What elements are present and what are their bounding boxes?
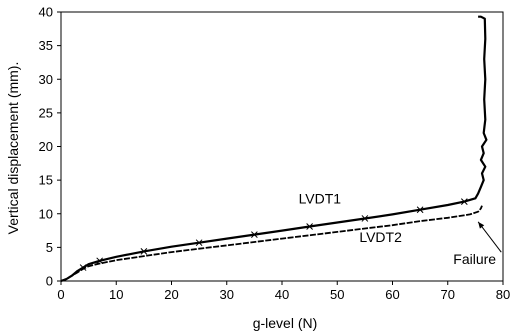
data-point (460, 198, 468, 205)
x-tick-label: 60 (385, 287, 399, 302)
y-tick-label: 10 (39, 206, 53, 221)
annotation-label: LVDT2 (359, 229, 402, 245)
series-line-lvdt2 (60, 205, 483, 282)
y-tick-label: 20 (39, 139, 53, 154)
x-tick-label: 20 (164, 287, 178, 302)
annotation-label: Failure (453, 251, 496, 267)
y-axis-title: Vertical displacement (mm). (5, 62, 21, 235)
x-axis-title: g-level (N) (253, 315, 318, 331)
x-tick-label: 30 (220, 287, 234, 302)
data-point (306, 223, 313, 230)
failure-arrowhead (478, 221, 485, 229)
x-tick-label: 40 (275, 287, 289, 302)
y-tick-label: 0 (46, 274, 53, 289)
data-point (96, 257, 104, 265)
y-tick-label: 5 (46, 240, 53, 255)
x-axis-ticks: 0 10 20 30 40 50 60 70 80 (57, 281, 510, 302)
data-point (251, 231, 258, 238)
annotation-layer: LVDT1 LVDT2 Failure (299, 191, 502, 267)
y-tick-label: 15 (39, 173, 53, 188)
plot-frame (60, 11, 504, 282)
x-tick-label: 50 (330, 287, 344, 302)
data-point (195, 239, 203, 247)
data-point (140, 248, 148, 255)
y-tick-label: 35 (39, 38, 53, 53)
x-tick-label: 80 (496, 287, 510, 302)
x-tick-label: 0 (57, 287, 64, 302)
series-layer (60, 15, 488, 283)
x-tick-label: 70 (441, 287, 455, 302)
data-point (361, 215, 369, 222)
x-tick-label: 10 (109, 287, 123, 302)
plot-area (60, 11, 504, 282)
annotation-label: LVDT1 (299, 191, 342, 207)
y-tick-label: 40 (39, 5, 53, 20)
series-line-lvdt1 (60, 15, 488, 283)
data-point (416, 206, 424, 214)
y-tick-label: 30 (39, 72, 53, 87)
y-tick-label: 25 (39, 105, 53, 120)
y-axis-ticks: 0 5 10 15 20 25 30 35 40 (39, 5, 61, 289)
